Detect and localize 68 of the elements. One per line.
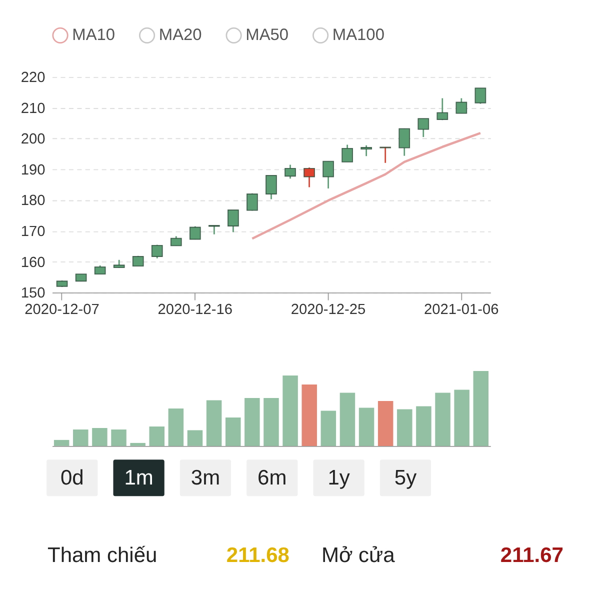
bar <box>358 408 374 446</box>
bar <box>397 409 412 446</box>
candlestick <box>189 226 201 240</box>
y-tick-label: 180 <box>20 193 46 210</box>
text: Tham chiếu <box>47 544 158 567</box>
bar <box>54 440 70 446</box>
candlestick <box>474 87 486 104</box>
bar <box>435 392 450 446</box>
bar <box>73 429 88 446</box>
candlestick <box>266 174 277 200</box>
candlestick <box>342 144 353 163</box>
text: 3m <box>190 466 220 490</box>
bar <box>149 426 165 446</box>
candlestick <box>170 235 182 246</box>
x-tick-label: 2020-12-16 <box>158 302 233 318</box>
bar <box>168 408 184 446</box>
y-tick-label: 190 <box>20 162 46 178</box>
y-tick-label: 200 <box>20 132 46 148</box>
legend-label: MA50 <box>246 26 289 44</box>
text: 211.67 <box>500 544 564 567</box>
candlestick <box>456 98 468 114</box>
text: 5y <box>394 466 418 490</box>
bar <box>206 400 222 446</box>
legend-label: MA20 <box>158 26 202 44</box>
y-tick-label: 220 <box>20 70 46 86</box>
bar <box>282 376 298 446</box>
bar <box>302 384 317 446</box>
candlestick <box>322 160 334 190</box>
text: 0d <box>60 466 84 490</box>
legend-label: MA10 <box>72 26 116 44</box>
bar <box>244 398 260 446</box>
text: 1m <box>124 466 154 490</box>
bar <box>187 430 203 446</box>
text: 211.68 <box>226 544 290 567</box>
candlestick <box>208 224 220 236</box>
bar <box>473 371 489 446</box>
candlestick <box>398 128 410 156</box>
candlestick <box>284 164 296 180</box>
y-tick-label: 210 <box>20 100 46 117</box>
text: Mở cửa <box>321 544 396 567</box>
candlestick <box>418 118 430 138</box>
line-series <box>251 132 482 240</box>
legend-label: MA100 <box>332 26 384 44</box>
bar <box>416 406 432 446</box>
candlestick <box>151 244 163 260</box>
y-tick-label: 160 <box>20 254 46 271</box>
text: 6m <box>258 466 287 490</box>
bar <box>225 417 241 446</box>
candlestick <box>360 144 372 157</box>
bar <box>378 401 394 446</box>
candlestick <box>304 166 315 188</box>
bar <box>320 410 336 446</box>
y-tick-label: 150 <box>20 286 46 302</box>
x-tick-label: 2020-12-25 <box>290 302 366 318</box>
bar <box>454 390 470 446</box>
candlestick <box>436 98 448 121</box>
bar <box>340 392 356 446</box>
bar <box>130 442 146 446</box>
text: 1y <box>328 466 350 490</box>
candlestick <box>246 192 258 212</box>
candlestick <box>380 146 392 164</box>
candlestick <box>228 209 239 233</box>
x-tick-label: 2021-01-06 <box>424 302 499 318</box>
bar <box>92 428 108 446</box>
bar <box>264 398 279 446</box>
bar <box>111 429 126 446</box>
y-tick-label: 170 <box>20 224 46 240</box>
x-tick-label: 2020-12-07 <box>24 302 100 318</box>
